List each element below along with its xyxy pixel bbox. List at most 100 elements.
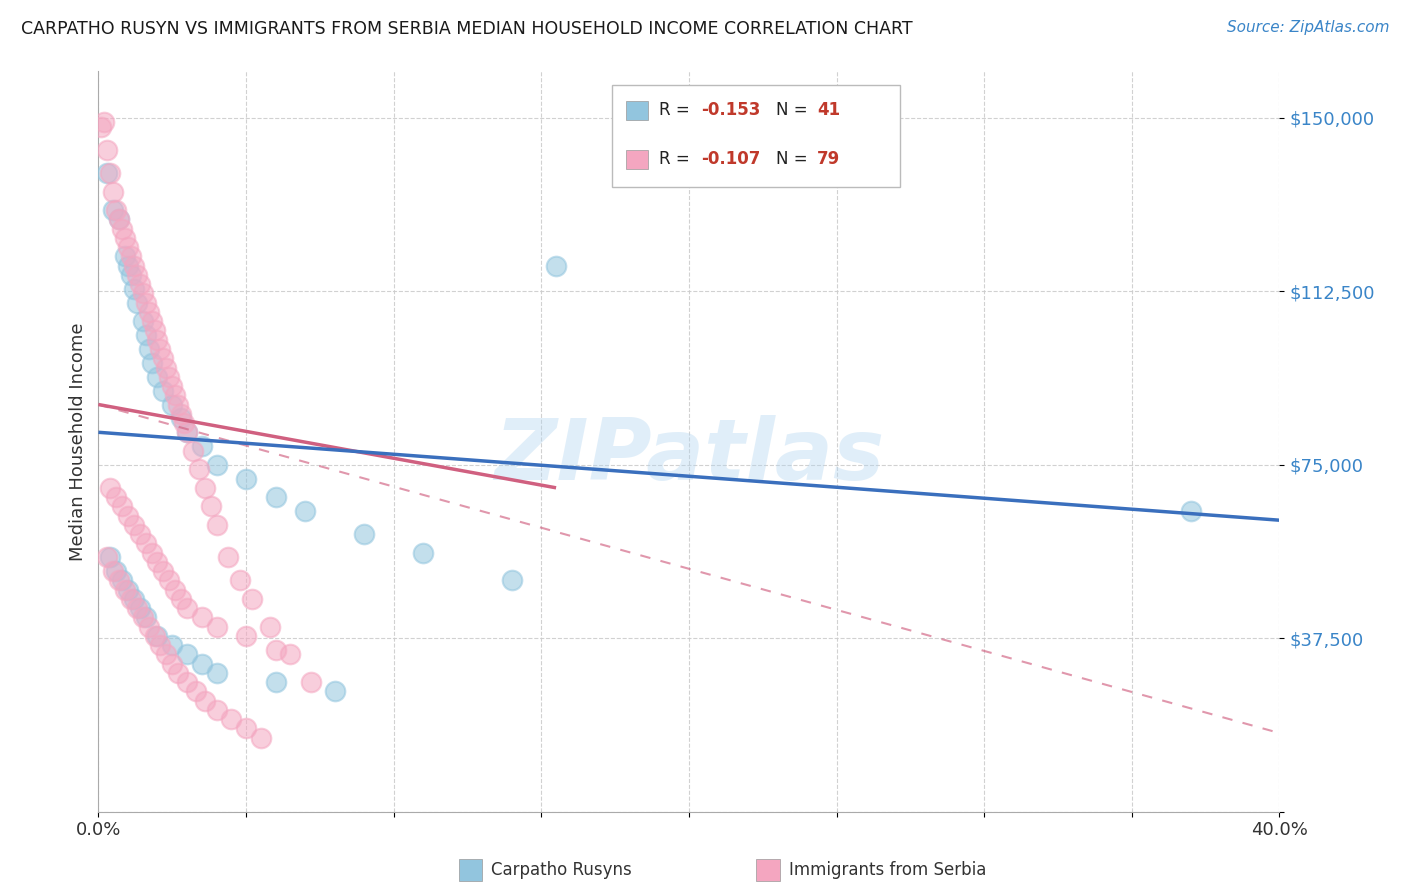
Point	[149, 342, 172, 356]
Point	[205, 703, 228, 717]
Text: Source: ZipAtlas.com: Source: ZipAtlas.com	[1226, 20, 1389, 35]
Point	[235, 629, 257, 643]
Point	[108, 212, 131, 227]
Point	[141, 545, 163, 560]
Point	[132, 286, 155, 301]
Point	[155, 648, 177, 662]
Point	[128, 277, 150, 292]
Point	[111, 221, 134, 235]
Point	[181, 443, 204, 458]
Point	[96, 166, 118, 180]
Point	[135, 610, 157, 624]
Point	[191, 439, 214, 453]
Point	[120, 268, 142, 282]
Point	[103, 185, 125, 199]
Point	[200, 500, 222, 514]
Point	[170, 591, 193, 606]
Point	[111, 574, 134, 588]
Point	[191, 610, 214, 624]
Point	[1180, 504, 1202, 518]
Point	[128, 527, 150, 541]
Point	[152, 351, 174, 366]
Point	[90, 120, 112, 134]
Point	[155, 360, 177, 375]
Point	[162, 398, 183, 412]
Point	[138, 619, 160, 633]
Point	[105, 564, 128, 578]
Point	[105, 203, 128, 218]
Point	[114, 582, 136, 597]
Point	[135, 328, 157, 343]
Point	[229, 574, 252, 588]
Point	[162, 379, 183, 393]
Point	[176, 601, 198, 615]
Point	[98, 550, 121, 565]
Point	[157, 574, 180, 588]
Point	[96, 550, 118, 565]
Point	[205, 458, 228, 472]
Point	[176, 425, 198, 440]
Point	[221, 712, 243, 726]
Point	[280, 648, 302, 662]
Text: -0.153: -0.153	[702, 101, 761, 119]
Point	[205, 517, 228, 532]
Point	[111, 500, 134, 514]
Point	[128, 601, 150, 615]
Point	[103, 203, 125, 218]
Point	[162, 638, 183, 652]
Point	[120, 250, 142, 264]
Point	[135, 536, 157, 550]
Point	[96, 143, 118, 157]
Point	[235, 471, 257, 485]
Point	[114, 231, 136, 245]
Text: Immigrants from Serbia: Immigrants from Serbia	[789, 861, 987, 880]
Point	[299, 675, 322, 690]
Point	[138, 305, 160, 319]
Point	[205, 665, 228, 680]
Point	[294, 504, 316, 518]
Text: 41: 41	[817, 101, 839, 119]
Point	[98, 166, 121, 180]
Point	[235, 722, 257, 736]
Point	[176, 675, 198, 690]
Point	[125, 601, 148, 615]
Point	[117, 240, 139, 254]
Point	[141, 356, 163, 370]
Text: R =: R =	[659, 150, 696, 168]
Bar	[756, 859, 780, 881]
Point	[108, 212, 131, 227]
Point	[149, 638, 172, 652]
Point	[167, 398, 190, 412]
Point	[132, 610, 155, 624]
Text: 79: 79	[817, 150, 841, 168]
Point	[122, 282, 145, 296]
Point	[152, 564, 174, 578]
Point	[165, 388, 187, 402]
Point	[122, 517, 145, 532]
Text: Carpatho Rusyns: Carpatho Rusyns	[491, 861, 631, 880]
Point	[187, 462, 209, 476]
Point	[264, 675, 287, 690]
Point	[205, 619, 228, 633]
Point	[165, 582, 187, 597]
Point	[117, 508, 139, 523]
Point	[122, 259, 145, 273]
Point	[176, 425, 198, 440]
Text: N =: N =	[776, 101, 813, 119]
Point	[98, 481, 121, 495]
Point	[152, 384, 174, 398]
Text: ZIPatlas: ZIPatlas	[494, 415, 884, 498]
Point	[217, 550, 239, 565]
Bar	[458, 859, 482, 881]
Point	[146, 333, 169, 347]
Point	[264, 642, 287, 657]
Point	[162, 657, 183, 671]
Point	[103, 564, 125, 578]
Point	[353, 527, 375, 541]
Point	[117, 582, 139, 597]
Point	[93, 115, 115, 129]
Point	[141, 314, 163, 328]
Point	[240, 591, 263, 606]
Point	[117, 259, 139, 273]
Text: -0.107: -0.107	[702, 150, 761, 168]
